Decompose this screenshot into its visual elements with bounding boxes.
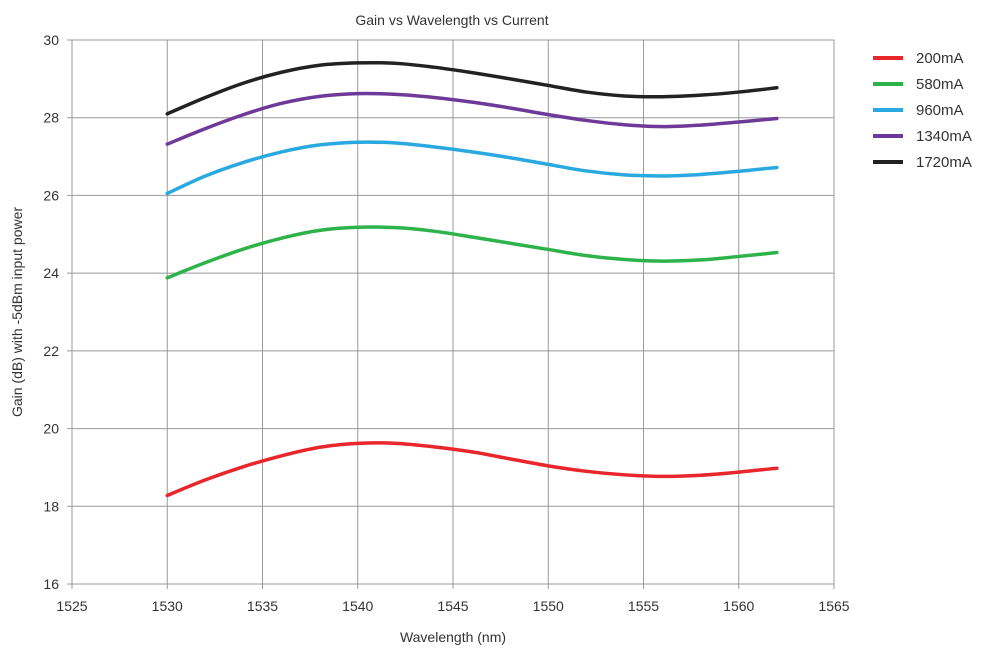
y-tick-label: 26 xyxy=(43,187,59,203)
x-tick-label: 1525 xyxy=(56,598,87,614)
x-axis-title: Wavelength (nm) xyxy=(400,629,506,645)
legend-label: 960mA xyxy=(916,102,964,119)
y-tick-label: 16 xyxy=(43,576,59,592)
y-tick-label: 20 xyxy=(43,421,59,437)
legend-label: 200mA xyxy=(916,50,964,67)
x-tick-label: 1530 xyxy=(152,598,183,614)
chart-title: Gain vs Wavelength vs Current xyxy=(355,12,548,28)
plot-frame xyxy=(71,39,835,585)
y-tick-labels: 16 18 20 22 24 26 28 30 xyxy=(43,32,59,592)
legend-label: 1340mA xyxy=(916,128,972,145)
legend: 200mA 580mA 960mA 1340mA 1720mA xyxy=(873,50,972,171)
series-line-1340mA xyxy=(165,91,779,146)
y-tick-label: 30 xyxy=(43,32,59,48)
series-line-960mA xyxy=(165,140,779,196)
series-lines xyxy=(165,60,779,498)
x-tick-labels: 1525 1530 1535 1540 1545 1550 1555 1560 1565 xyxy=(56,598,849,614)
y-tick-label: 22 xyxy=(43,343,59,359)
series-line-200mA xyxy=(165,441,779,498)
x-tick-label: 1550 xyxy=(533,598,564,614)
legend-label: 580mA xyxy=(916,76,964,93)
y-tick-label: 24 xyxy=(43,265,59,281)
series-line-1720mA xyxy=(165,60,779,116)
series-line-580mA xyxy=(165,225,779,280)
x-tick-label: 1565 xyxy=(818,598,849,614)
x-tick-label: 1535 xyxy=(247,598,278,614)
y-tick-label: 18 xyxy=(43,498,59,514)
y-tick-label: 28 xyxy=(43,110,59,126)
x-tick-label: 1555 xyxy=(628,598,659,614)
x-tick-label: 1545 xyxy=(437,598,468,614)
x-tick-label: 1560 xyxy=(723,598,754,614)
y-axis-title: Gain (dB) with -5dBm input power xyxy=(9,207,25,417)
legend-label: 1720mA xyxy=(916,154,972,171)
x-tick-label: 1540 xyxy=(342,598,373,614)
